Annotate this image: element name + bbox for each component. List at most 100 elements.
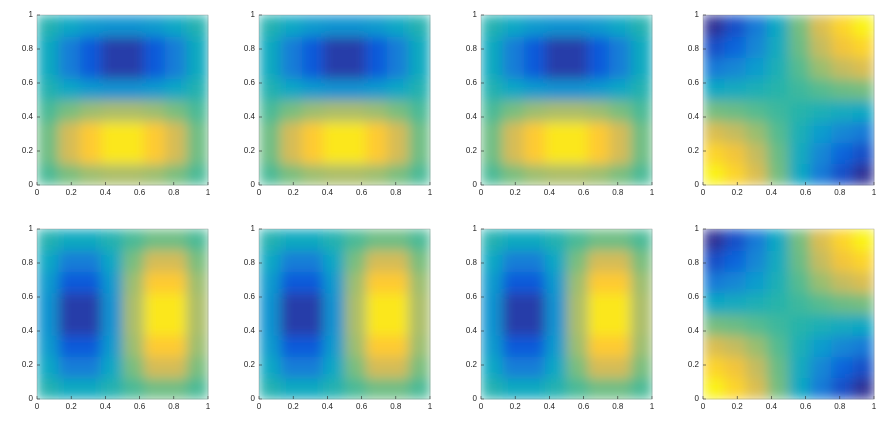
heatmap-cell: [101, 292, 123, 315]
axes-box: [702, 14, 875, 186]
heatmap-cell: [852, 36, 875, 58]
heatmap-cell: [566, 377, 589, 400]
heatmap-cell: [280, 356, 303, 379]
x-tick-label: 1: [872, 188, 877, 197]
heatmap-cell: [122, 377, 145, 400]
heatmap-cell: [566, 15, 589, 37]
heatmap-cell: [280, 377, 303, 400]
y-tick-label: 1: [473, 224, 478, 233]
heatmap-cell: [408, 100, 431, 122]
x-tick-label: 0.8: [168, 188, 180, 197]
heatmap-cell: [165, 314, 188, 336]
heatmap-cell: [365, 271, 388, 294]
heatmap-cell: [186, 271, 209, 294]
heatmap-cell: [523, 57, 546, 80]
y-tick-label: 0.2: [688, 146, 700, 155]
heatmap-cell: [122, 229, 145, 251]
x-tick-label: 0.2: [66, 188, 78, 197]
heatmap-cell: [703, 36, 725, 58]
heatmap-cell: [79, 377, 102, 400]
x-tick-label: 0.6: [356, 188, 368, 197]
heatmap-cell: [58, 292, 81, 315]
heatmap-cell: [344, 335, 367, 357]
heatmap-cell: [259, 271, 281, 294]
heatmap-cell: [344, 271, 367, 294]
y-tick-label: 0.4: [244, 326, 256, 335]
heatmap-cell: [481, 335, 503, 357]
y-tick-label: 0.2: [244, 360, 256, 369]
x-tick-label: 0.8: [834, 402, 846, 411]
heatmap-cell: [259, 335, 281, 357]
heatmap-cell: [630, 314, 653, 336]
x-tick-label: 0: [479, 402, 484, 411]
heatmap-cell: [502, 142, 525, 165]
heatmap-cell: [703, 15, 725, 37]
heatmap-cell: [703, 271, 725, 294]
heatmap-cell: [788, 121, 811, 143]
heatmap-cell: [609, 250, 632, 272]
heatmap-cell: [408, 377, 431, 400]
axes-box: [480, 228, 653, 400]
heatmap-cell: [165, 271, 188, 294]
heatmap-cell: [280, 142, 303, 165]
heatmap-cell: [724, 292, 747, 315]
y-tick-label: 0.2: [22, 360, 34, 369]
heatmap-cell: [79, 142, 102, 165]
heatmap-cell: [165, 229, 188, 251]
x-tick-label: 0.8: [168, 402, 180, 411]
heatmap-cell: [745, 229, 768, 251]
heatmap-cell: [122, 335, 145, 357]
heatmap-cell: [301, 335, 324, 357]
heatmap-cell: [37, 78, 59, 101]
heatmap-cell: [387, 15, 410, 37]
heatmap-cell: [609, 314, 632, 336]
heatmap-cell: [523, 78, 546, 101]
heatmap-cells: [37, 229, 209, 400]
heatmap-cell: [301, 377, 324, 400]
x-tick-label: 1: [206, 402, 211, 411]
heatmap-cell: [545, 121, 567, 143]
heatmap-cell: [745, 121, 768, 143]
heatmap-cell: [280, 292, 303, 315]
y-tick-label: 1: [29, 224, 34, 233]
heatmap-cell: [831, 142, 854, 165]
heatmap-cell: [122, 36, 145, 58]
heatmap-cell: [143, 142, 166, 165]
heatmap-cell: [280, 229, 303, 251]
heatmap-cell: [344, 36, 367, 58]
heatmap-cell: [259, 377, 281, 400]
heatmap-cell: [767, 163, 789, 186]
heatmap-cell: [745, 335, 768, 357]
heatmap-cell: [408, 314, 431, 336]
heatmap-cell: [767, 36, 789, 58]
heatmap-cell: [101, 271, 123, 294]
heatmap-cell: [408, 15, 431, 37]
x-tick-label: 0.8: [390, 188, 402, 197]
heatmap-cell: [387, 57, 410, 80]
heatmap-cell: [609, 15, 632, 37]
heatmap-cell: [344, 57, 367, 80]
heatmap-cell: [587, 78, 610, 101]
heatmap-cell: [502, 314, 525, 336]
heatmap-cell: [143, 377, 166, 400]
x-tick-label: 0: [35, 188, 40, 197]
heatmap-cell: [545, 250, 567, 272]
heatmap-cell: [79, 335, 102, 357]
heatmap-cell: [788, 314, 811, 336]
heatmap-cell: [481, 100, 503, 122]
heatmap-cell: [79, 15, 102, 37]
heatmap-cell: [852, 314, 875, 336]
heatmap-cell: [852, 335, 875, 357]
heatmap-cell: [122, 271, 145, 294]
heatmap-cell: [566, 163, 589, 186]
y-tick-label: 0.4: [244, 112, 256, 121]
heatmap-cell: [101, 15, 123, 37]
heatmap-cell: [545, 271, 567, 294]
y-tick-label: 0.4: [466, 112, 478, 121]
x-tick-label: 0.6: [134, 402, 146, 411]
heatmap-cell: [365, 121, 388, 143]
heatmap-cell: [259, 229, 281, 251]
heatmap-cell: [545, 57, 567, 80]
heatmap-cell: [387, 271, 410, 294]
heatmap-cell: [280, 100, 303, 122]
